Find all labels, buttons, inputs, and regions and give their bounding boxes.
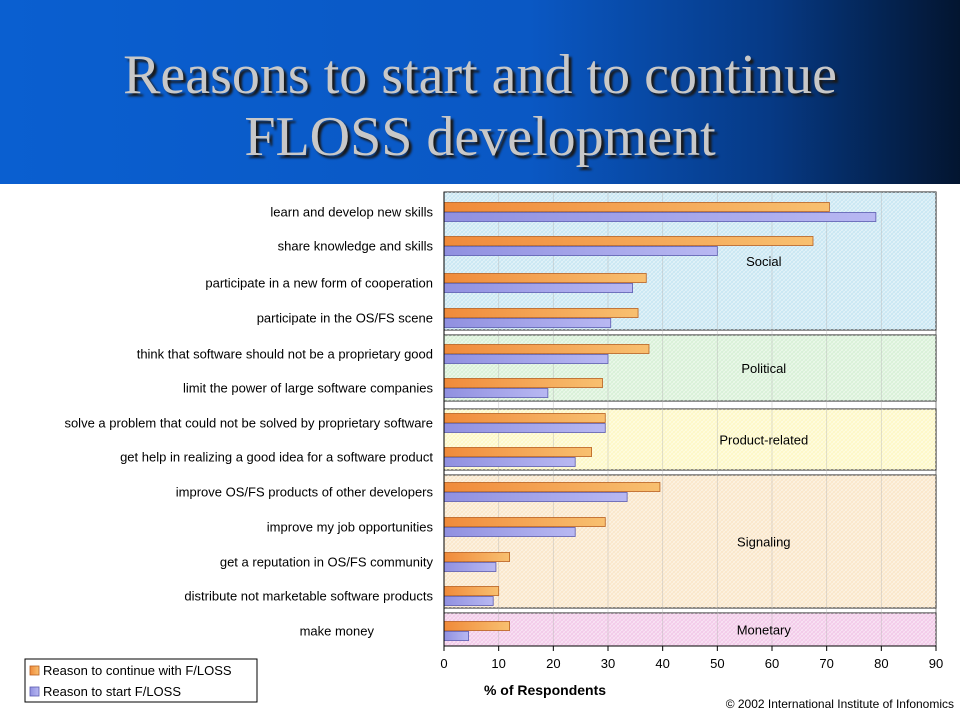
bar-continue <box>443 308 639 318</box>
bar-start <box>443 354 609 364</box>
group-label: Product-related <box>719 433 808 448</box>
category-label: learn and develop new skills <box>270 205 433 220</box>
bar-start <box>443 283 634 293</box>
bar-start <box>443 318 612 328</box>
bar-start <box>443 527 576 537</box>
category-label: make money <box>300 624 375 639</box>
bar-start <box>443 457 576 467</box>
legend-label: Reason to start F/LOSS <box>43 684 181 699</box>
slide-title: Reasons to start and to continue FLOSS d… <box>0 44 960 168</box>
category-label: improve my job opportunities <box>267 520 434 535</box>
bar-continue <box>443 344 650 354</box>
category-label: solve a problem that could not be solved… <box>64 416 433 431</box>
bar-continue <box>443 552 510 562</box>
category-label: distribute not marketable software produ… <box>184 589 433 604</box>
bar-continue <box>443 273 647 283</box>
bar-continue <box>443 482 661 492</box>
category-label: limit the power of large software compan… <box>183 381 434 396</box>
bar-start <box>443 212 877 222</box>
bar-start <box>443 388 549 398</box>
group-label: Social <box>746 254 782 269</box>
group-label: Monetary <box>737 623 792 638</box>
x-tick-label: 60 <box>765 656 779 671</box>
x-tick-label: 20 <box>546 656 560 671</box>
bar-start <box>443 631 470 641</box>
legend-box <box>24 658 258 703</box>
category-label: get a reputation in OS/FS community <box>220 555 434 570</box>
bar-start <box>443 492 628 502</box>
legend-swatch <box>29 686 40 697</box>
group-label: Political <box>741 361 786 376</box>
legend-swatch <box>29 665 40 676</box>
bar-continue <box>443 621 510 631</box>
x-tick-label: 30 <box>601 656 615 671</box>
category-label: get help in realizing a good idea for a … <box>120 450 433 465</box>
title-bar <box>0 0 960 184</box>
group-band-pattern-5 <box>444 613 936 646</box>
bar-start <box>443 562 497 572</box>
bar-continue <box>443 586 500 596</box>
bar-start <box>443 246 718 256</box>
bar-continue <box>443 447 593 457</box>
category-label: improve OS/FS products of other develope… <box>176 485 434 500</box>
x-tick-label: 10 <box>491 656 505 671</box>
bar-start <box>443 596 494 606</box>
x-tick-label: 70 <box>819 656 833 671</box>
copyright-notice: © 2002 International Institute of Infono… <box>725 697 954 711</box>
x-axis-title: % of Respondents <box>484 682 606 698</box>
legend-label: Reason to continue with F/LOSS <box>43 663 232 678</box>
title-line-1: Reasons to start and to continue <box>123 44 837 106</box>
title-line-2: FLOSS development <box>244 106 716 168</box>
bar-continue <box>443 236 814 246</box>
x-tick-label: 50 <box>710 656 724 671</box>
bar-start <box>443 423 606 433</box>
bar-continue <box>443 378 603 388</box>
x-tick-label: 0 <box>440 656 447 671</box>
x-tick-label: 80 <box>874 656 888 671</box>
group-label: Signaling <box>737 535 791 550</box>
bar-continue <box>443 202 830 212</box>
category-label: participate in a new form of cooperation <box>205 276 433 291</box>
category-label: think that software should not be a prop… <box>137 347 433 362</box>
x-tick-label: 40 <box>655 656 669 671</box>
x-tick-label: 90 <box>929 656 943 671</box>
legend: Reason to continue with F/LOSS Reason to … <box>24 658 258 703</box>
category-label: share knowledge and skills <box>278 239 434 254</box>
category-label: participate in the OS/FS scene <box>257 311 433 326</box>
bar-continue <box>443 413 606 423</box>
bar-continue <box>443 517 606 527</box>
motivation-bar-chart: Social Political Product-related Signaling M… <box>24 191 943 703</box>
